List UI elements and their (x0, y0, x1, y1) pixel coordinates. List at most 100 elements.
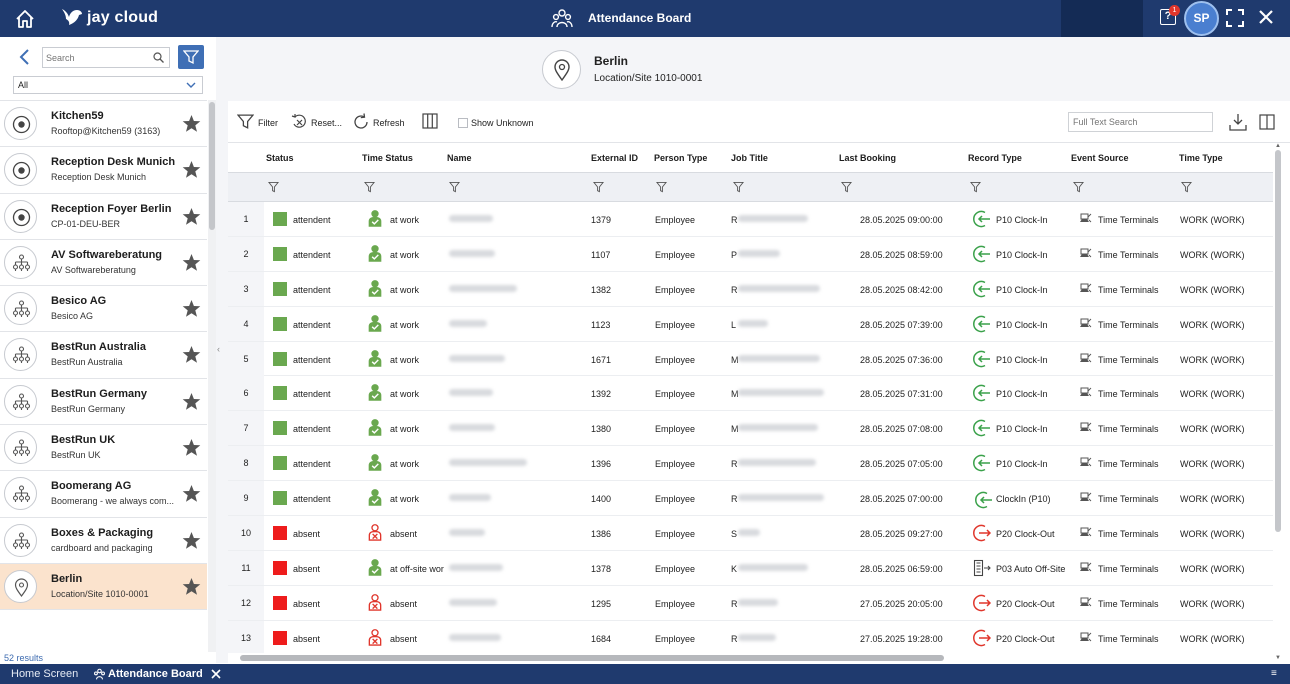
favorite-star-icon[interactable] (182, 114, 201, 133)
column-filter-icon[interactable] (449, 181, 460, 193)
favorite-star-icon[interactable] (182, 438, 201, 457)
table-row[interactable]: 7 attendent at work 1380 Employee M 28.05.2025… (228, 411, 1273, 447)
table-row[interactable]: 9 attendent at work 1400 Employee R 28.05.2025… (228, 481, 1273, 517)
favorite-star-icon[interactable] (182, 484, 201, 503)
favorite-star-icon[interactable] (182, 392, 201, 411)
table-hscroll-thumb[interactable] (240, 655, 944, 661)
column-header[interactable]: Record Type (968, 153, 1022, 163)
table-horizontal-scrollbar[interactable] (228, 653, 1273, 663)
record-type: P10 Clock-In (996, 284, 1048, 295)
favorite-star-icon[interactable] (182, 160, 201, 179)
item-title: Reception Desk Munich (51, 156, 176, 169)
favorite-star-icon[interactable] (182, 345, 201, 364)
item-subtitle: BestRun UK (51, 450, 101, 461)
table-row[interactable]: 6 attendent at work 1392 Employee M 28.05.2025… (228, 376, 1273, 412)
table-row[interactable]: 3 attendent at work 1382 Employee R 28.05.2025… (228, 271, 1273, 307)
column-filter-icon[interactable] (593, 181, 604, 193)
download-icon[interactable] (1229, 113, 1247, 131)
sidebar-list-item[interactable]: Boxes & Packaging cardboard and packaging (0, 517, 207, 564)
refresh-button[interactable]: Refresh (352, 113, 412, 131)
favorite-star-icon[interactable] (182, 207, 201, 226)
table-row[interactable]: 12 absent absent 1295 Employee R 27.05.2025 20… (228, 585, 1273, 621)
funnel-icon (237, 114, 254, 129)
column-header[interactable]: Last Booking (839, 153, 897, 163)
column-header[interactable]: Name (447, 153, 472, 163)
name-redacted (449, 249, 495, 257)
status-indicator (273, 281, 287, 296)
filter-button[interactable]: Filter (237, 113, 287, 131)
avatar[interactable]: SP (1184, 1, 1219, 36)
show-unknown-label: Show Unknown (471, 118, 534, 128)
column-filter-icon[interactable] (1181, 181, 1192, 193)
sidebar-filter-button[interactable] (178, 45, 204, 69)
sidebar-list-item[interactable]: Reception Desk Munich Reception Desk Muni… (0, 147, 207, 194)
clock-in-icon (973, 455, 990, 472)
search-input[interactable] (43, 48, 148, 67)
column-header[interactable]: Time Status (362, 153, 413, 163)
table-row[interactable]: 1 attendent at work 1379 Employee R 28.05.2025… (228, 202, 1273, 237)
last-booking: 28.05.2025 07:08:00 (860, 424, 943, 435)
split-handle[interactable]: ‹ (216, 101, 228, 663)
table-row[interactable]: 13 absent absent 1684 Employee R 27.05.2025 19… (228, 620, 1273, 653)
column-header[interactable]: Event Source (1071, 153, 1129, 163)
sidebar-scroll-thumb[interactable] (209, 102, 215, 230)
column-filter-icon[interactable] (1073, 181, 1084, 193)
sidebar-scope-select[interactable]: All (13, 76, 203, 94)
sidebar-list-item[interactable]: Kitchen59 Rooftop@Kitchen59 (3163) (0, 101, 207, 148)
table-row[interactable]: 4 attendent at work 1123 Employee L 28.05.2025… (228, 306, 1273, 342)
fullscreen-icon[interactable] (1226, 9, 1244, 27)
column-filter-icon[interactable] (841, 181, 852, 193)
table-vertical-scrollbar[interactable]: ▲ ▼ (1273, 143, 1283, 663)
sidebar-list-item[interactable]: BestRun Germany BestRun Germany (0, 378, 207, 426)
org-chart-icon (12, 532, 31, 549)
table-row[interactable]: 10 absent absent 1386 Employee S 28.05.2025 09… (228, 516, 1273, 551)
table-row[interactable]: 8 attendent at work 1396 Employee R 28.05.2025… (228, 446, 1273, 482)
sidebar-list-item[interactable]: Reception Foyer Berlin CP-01-DEU-BER (0, 193, 207, 240)
sidebar-list-item[interactable]: AV Softwareberatung AV Softwareberatung (0, 239, 207, 287)
sidebar-list-item[interactable]: Boomerang AG Boomerang - we always com... (0, 471, 207, 518)
show-unknown-checkbox[interactable] (458, 118, 468, 128)
org-chart-icon (12, 300, 31, 318)
column-header[interactable]: External ID (591, 153, 639, 163)
sidebar-scrollbar[interactable] (208, 100, 216, 652)
column-filter-icon[interactable] (733, 181, 744, 193)
column-header[interactable]: Job Title (731, 153, 768, 163)
full-text-search-input[interactable] (1069, 113, 1212, 131)
favorite-star-icon[interactable] (182, 299, 201, 318)
sidebar-list-item[interactable]: BestRun UK BestRun UK (0, 425, 207, 472)
menu-icon[interactable]: ≡ (1271, 668, 1277, 679)
column-header[interactable]: Person Type (654, 153, 708, 163)
reset-button[interactable]: Reset... (291, 113, 346, 131)
table-vscroll-thumb[interactable] (1275, 150, 1281, 532)
favorite-star-icon[interactable] (182, 577, 201, 596)
column-filter-icon[interactable] (364, 181, 375, 193)
close-tab-icon[interactable] (211, 669, 221, 679)
search-icon[interactable] (153, 52, 164, 63)
table-row[interactable]: 11 absent at off-site wor 1378 Employee K 28.0… (228, 550, 1273, 586)
favorite-star-icon[interactable] (182, 531, 201, 550)
sidebar-list-item[interactable]: Besico AG Besico AG (0, 286, 207, 333)
column-filter-icon[interactable] (268, 181, 279, 193)
person-type: Employee (655, 389, 696, 400)
tab-home-screen[interactable]: Home Screen (11, 668, 79, 680)
column-filter-icon[interactable] (656, 181, 667, 193)
table-row[interactable]: 5 attendent at work 1671 Employee M 28.05.2025… (228, 341, 1273, 377)
home-icon[interactable] (14, 8, 36, 30)
column-header[interactable]: Status (266, 153, 294, 163)
favorite-star-icon[interactable] (182, 253, 201, 272)
side-panel-icon[interactable] (1259, 114, 1275, 130)
column-header[interactable]: Time Type (1179, 153, 1223, 163)
column-filter-icon[interactable] (970, 181, 981, 193)
scroll-up-arrow-icon[interactable]: ▲ (1275, 143, 1281, 149)
status-indicator (273, 630, 287, 645)
sidebar-list-item[interactable]: Berlin Location/Site 1010-0001 (0, 563, 207, 610)
help-icon[interactable]: ? (1160, 9, 1176, 25)
topbar-dark-block (1061, 0, 1143, 37)
clock-in-icon (973, 385, 990, 402)
sidebar-list-item[interactable]: BestRun Australia BestRun Australia (0, 332, 207, 379)
close-icon[interactable] (1258, 9, 1274, 25)
back-arrow-icon[interactable] (18, 49, 32, 65)
table-row[interactable]: 2 attendent at work 1107 Employee P 28.05.2025… (228, 236, 1273, 272)
columns-button[interactable] (422, 113, 440, 131)
scroll-down-arrow-icon[interactable]: ▼ (1275, 655, 1281, 661)
